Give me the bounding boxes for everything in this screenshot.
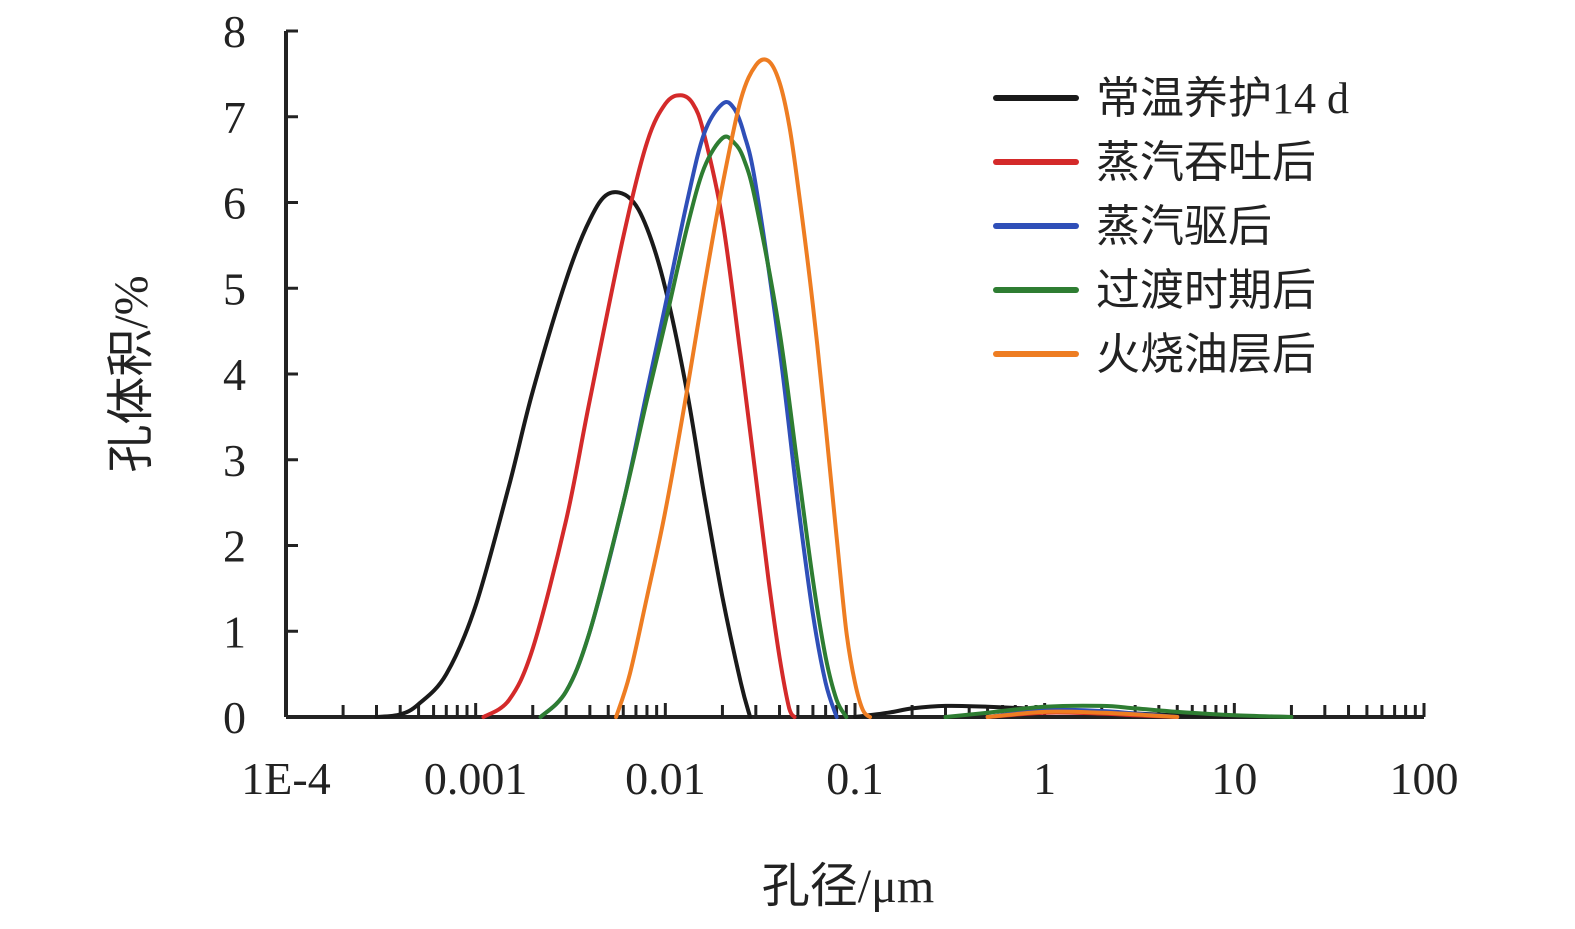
series-line-1-seg-0 <box>481 93 797 719</box>
y-tick-label: 5 <box>223 263 246 314</box>
legend-label: 蒸汽驱后 <box>1096 202 1272 251</box>
x-tick-label: 10 <box>1211 753 1257 804</box>
series-line-3-seg-0 <box>538 134 849 719</box>
series-line-4-seg-1 <box>985 709 1180 719</box>
y-axis-title: 孔体积/% <box>105 275 158 472</box>
legend-label: 过渡时期后 <box>1096 266 1316 315</box>
x-tick-label: 100 <box>1390 753 1459 804</box>
x-tick-label: 0.001 <box>424 753 528 804</box>
series-line-3-seg-1 <box>943 703 1294 719</box>
y-tick-label: 0 <box>223 692 246 743</box>
y-tick-label: 3 <box>223 435 246 486</box>
series-layer <box>374 57 1294 719</box>
x-tick-label: 1E-4 <box>241 753 330 804</box>
axes: 0 1 2 3 4 5 6 7 8 1E-4 0.001 0.01 0.1 1 10 100 <box>223 6 1459 804</box>
series-line-0-seg-0 <box>374 190 753 719</box>
y-tick-label: 6 <box>223 178 246 229</box>
x-tick-label: 0.01 <box>625 753 706 804</box>
x-axis-title: 孔径/μm <box>762 860 934 913</box>
x-tick-label: 1 <box>1033 753 1056 804</box>
legend-label: 常温养护14 d <box>1096 74 1349 123</box>
y-tick-label: 1 <box>223 606 246 657</box>
legend-label: 火烧油层后 <box>1096 330 1316 379</box>
y-tick-label: 4 <box>223 349 246 400</box>
y-tick-label: 7 <box>223 92 246 143</box>
y-tick-label: 8 <box>223 6 246 57</box>
x-tick-label: 0.1 <box>826 753 884 804</box>
y-tick-label: 2 <box>223 521 246 572</box>
series-line-4-seg-0 <box>614 57 872 719</box>
legend-label: 蒸汽吞吐后 <box>1096 138 1316 187</box>
